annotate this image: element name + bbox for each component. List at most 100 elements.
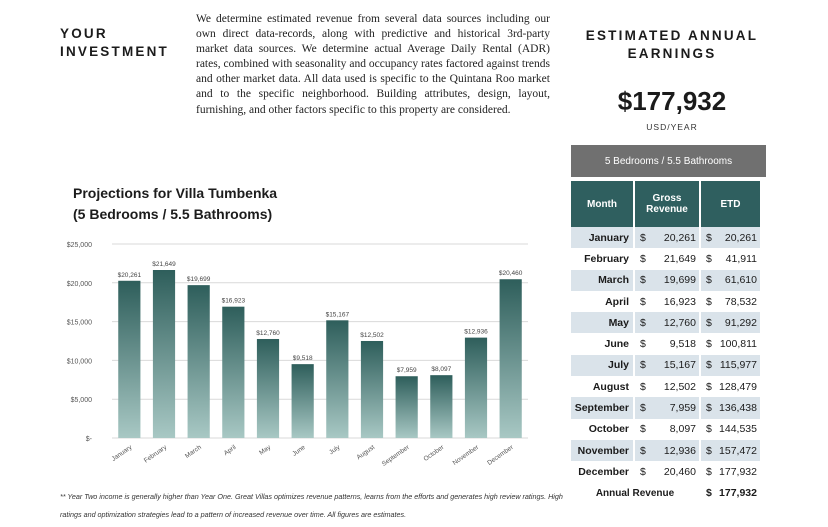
- row-gross: $12,502: [635, 376, 701, 398]
- bar: [395, 376, 418, 438]
- gross-value: 7,959: [669, 402, 696, 415]
- row-month: October: [571, 418, 635, 440]
- data-label: $12,502: [360, 332, 384, 339]
- currency-symbol: $: [706, 252, 712, 265]
- currency-symbol: $: [706, 423, 712, 436]
- y-tick-label: $-: [86, 436, 93, 443]
- row-gross: $7,959: [635, 397, 701, 419]
- y-tick-label: $20,000: [67, 281, 92, 288]
- chart-title: Projections for Villa Tumbenka (5 Bedroo…: [73, 183, 277, 225]
- currency-symbol: $: [706, 465, 712, 478]
- row-etd: $78,532: [701, 290, 762, 313]
- table-row: August $12,502 $128,479: [571, 376, 762, 398]
- currency-symbol: $: [640, 359, 646, 372]
- bar: [187, 285, 210, 438]
- row-gross: $12,760: [635, 312, 701, 334]
- row-month: July: [571, 354, 635, 377]
- currency-symbol: $: [706, 338, 712, 351]
- bar: [152, 270, 176, 438]
- etd-value: 61,610: [724, 274, 757, 287]
- y-tick-label: $5,000: [71, 397, 93, 404]
- y-axis-ticks: $- $5,000 $10,000 $15,000 $20,000 $25,000: [67, 242, 93, 443]
- x-tick-label: January: [111, 443, 135, 462]
- table-row: July $15,167 $115,977: [571, 354, 762, 377]
- row-month: February: [571, 248, 635, 270]
- row-month: April: [571, 290, 635, 313]
- total-row: Annual Revenue $177,932: [571, 482, 762, 504]
- currency-symbol: $: [706, 487, 712, 500]
- currency-symbol: $: [640, 423, 646, 436]
- data-label: $20,460: [499, 270, 523, 277]
- currency-symbol: $: [706, 359, 712, 372]
- etd-value: 78,532: [724, 295, 757, 308]
- currency-symbol: $: [706, 231, 712, 244]
- etd-value: 144,535: [719, 423, 757, 436]
- gross-value: 8,097: [669, 423, 696, 436]
- gross-value: 16,923: [663, 295, 696, 308]
- table-row: January $20,261 $20,261: [571, 227, 762, 249]
- x-tick-label: August: [356, 444, 377, 461]
- footnote: ** Year Two income is generally higher t…: [60, 492, 563, 519]
- gross-value: 20,261: [663, 231, 696, 244]
- table-row: May $12,760 $91,292: [571, 312, 762, 334]
- data-label: $8,097: [431, 366, 451, 373]
- row-month: December: [571, 461, 635, 483]
- bar: [360, 340, 384, 438]
- table-row: June $9,518 $100,811: [571, 333, 762, 355]
- investment-title: YOUR INVESTMENT: [60, 25, 169, 61]
- x-tick-label: October: [423, 443, 447, 462]
- earnings-title-line1: ESTIMATED ANNUAL: [585, 28, 759, 43]
- property-banner: 5 Bedrooms / 5.5 Bathrooms: [571, 145, 766, 177]
- row-month: May: [571, 312, 635, 334]
- etd-value: 128,479: [719, 380, 757, 393]
- bar: [291, 364, 314, 438]
- x-tick-label: April: [223, 444, 238, 458]
- table-row: December $20,460 $177,932: [571, 461, 762, 483]
- x-tick-label: July: [328, 443, 342, 456]
- row-month: September: [571, 397, 635, 419]
- investment-title-line1: YOUR: [60, 26, 108, 41]
- row-etd: $41,911: [701, 248, 762, 270]
- etd-value: 100,811: [719, 338, 757, 351]
- etd-value: 136,438: [719, 402, 757, 415]
- row-etd: $20,261: [701, 227, 762, 249]
- bar: [464, 337, 488, 438]
- currency-symbol: $: [706, 380, 712, 393]
- x-tick-label: November: [452, 443, 481, 466]
- row-etd: $136,438: [701, 397, 762, 419]
- investment-paragraph: We determine estimated revenue from seve…: [196, 13, 550, 116]
- row-etd: $128,479: [701, 376, 762, 398]
- gross-value: 21,649: [663, 252, 696, 265]
- x-tick-label: May: [258, 443, 273, 456]
- data-label: $7,959: [397, 367, 417, 374]
- total-value-cell: $177,932: [701, 482, 762, 504]
- table-row: November $12,936 $157,472: [571, 439, 762, 462]
- total-value: 177,932: [719, 487, 757, 500]
- currency-symbol: $: [640, 338, 646, 351]
- chart-gridlines: [112, 243, 528, 439]
- x-tick-label: September: [381, 443, 412, 467]
- currency-symbol: $: [706, 402, 712, 415]
- y-tick-label: $10,000: [67, 358, 92, 365]
- x-tick-label: March: [184, 444, 203, 460]
- header-gross-revenue: Gross Revenue: [635, 181, 701, 227]
- chart-title-line2: (5 Bedrooms / 5.5 Bathrooms): [73, 206, 273, 222]
- bar: [326, 320, 349, 438]
- row-etd: $177,932: [701, 461, 762, 483]
- etd-value: 157,472: [719, 444, 757, 457]
- row-month: March: [571, 269, 635, 291]
- x-tick-label: December: [486, 443, 515, 466]
- bar: [256, 338, 280, 438]
- etd-value: 115,977: [719, 359, 757, 372]
- revenue-bar-chart: $- $5,000 $10,000 $15,000 $20,000 $25,000 $20…: [67, 242, 528, 468]
- row-etd: $144,535: [701, 418, 762, 440]
- table-row: March $19,699 $61,610: [571, 269, 762, 291]
- row-gross: $15,167: [635, 354, 701, 377]
- row-etd: $115,977: [701, 354, 762, 377]
- data-label: $20,261: [118, 272, 142, 279]
- data-label: $9,518: [293, 355, 313, 362]
- row-etd: $157,472: [701, 439, 762, 462]
- earnings-table: Month Gross Revenue ETD January $20,261 $2…: [571, 181, 762, 504]
- row-etd: $91,292: [701, 312, 762, 334]
- chart-title-line1: Projections for Villa Tumbenka: [73, 185, 278, 201]
